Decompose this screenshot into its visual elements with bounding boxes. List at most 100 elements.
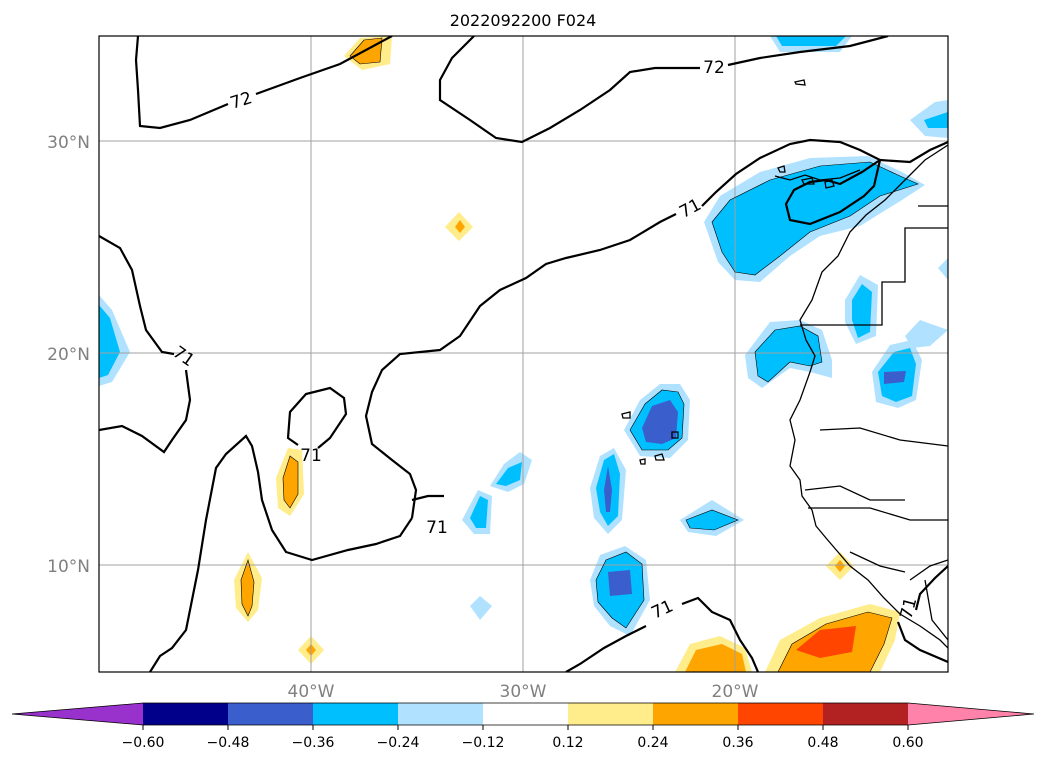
anomaly-outline bbox=[777, 611, 893, 672]
contour-line bbox=[879, 140, 948, 164]
lon-label: 20°W bbox=[712, 682, 759, 702]
contour-line bbox=[565, 625, 647, 672]
lat-label: 30°N bbox=[47, 133, 90, 153]
country-border bbox=[804, 485, 905, 501]
island bbox=[639, 458, 646, 465]
contour-line bbox=[438, 36, 700, 144]
negative-anomaly-area bbox=[496, 462, 522, 486]
coastlines bbox=[621, 79, 948, 649]
colorbar-tick-label: 0.48 bbox=[807, 735, 838, 751]
colorbar-segment bbox=[568, 703, 653, 725]
longitude-labels: 40°W 30°W 20°W bbox=[288, 682, 759, 702]
anomaly-outline bbox=[349, 37, 383, 65]
colorbar-segment bbox=[228, 703, 313, 725]
height-contours bbox=[99, 36, 948, 672]
contour-line bbox=[914, 565, 948, 611]
colorbar-tick-label: 0.36 bbox=[722, 735, 753, 751]
anomaly-outline bbox=[685, 509, 739, 531]
shading-outlines bbox=[240, 37, 919, 672]
strong-positive-area bbox=[796, 626, 856, 658]
contour-label: 71 bbox=[300, 446, 322, 466]
lon-label: 30°W bbox=[500, 682, 547, 702]
plot-title: 2022092200 F024 bbox=[450, 11, 597, 30]
contour-label: 72 bbox=[703, 58, 725, 78]
contour-line bbox=[255, 36, 393, 96]
colorbar-tick-label: −0.12 bbox=[462, 735, 505, 751]
contour-line bbox=[99, 369, 192, 454]
negative-anomaly-area bbox=[470, 496, 488, 528]
country-border bbox=[849, 551, 906, 573]
strong-negative-area bbox=[604, 466, 612, 512]
anomaly-outline bbox=[754, 325, 823, 383]
anomaly-outline bbox=[711, 161, 919, 276]
contour-line bbox=[134, 36, 229, 130]
island bbox=[671, 431, 679, 439]
negative-anomaly-area bbox=[99, 305, 120, 378]
positive-anomaly-area bbox=[835, 560, 845, 572]
negative-anomaly-area bbox=[712, 162, 918, 275]
lat-label: 10°N bbox=[47, 557, 90, 577]
positive-anomaly-area bbox=[241, 560, 254, 616]
island bbox=[801, 177, 815, 185]
lon-label: 40°W bbox=[288, 682, 335, 702]
colorbar-segment bbox=[143, 703, 228, 725]
colorbar-segment bbox=[738, 703, 823, 725]
strong-negative-area bbox=[884, 371, 906, 384]
negative-anomaly-area bbox=[776, 36, 846, 46]
positive-anomaly-area bbox=[455, 220, 465, 233]
negative-anomaly-area bbox=[470, 596, 492, 620]
strong-negative-area bbox=[608, 570, 632, 596]
contour-line bbox=[896, 621, 948, 664]
country-border bbox=[808, 507, 948, 521]
colorbar-tick-label: 0.60 bbox=[892, 735, 923, 751]
contour-line bbox=[364, 213, 677, 519]
negative-anomaly-area bbox=[924, 112, 948, 128]
colorbar-extend-low bbox=[12, 703, 143, 725]
negative-anomaly-area bbox=[755, 326, 822, 382]
anomaly-outline bbox=[282, 455, 299, 509]
anomaly-outline bbox=[240, 558, 255, 617]
positive-anomaly-area bbox=[685, 644, 746, 672]
island bbox=[777, 165, 786, 173]
colorbar-tick-label: −0.36 bbox=[292, 735, 335, 751]
contour-line bbox=[701, 138, 881, 207]
country-border bbox=[819, 427, 948, 447]
map-panel: 72 72 71 71 71 71 71 71 bbox=[98, 35, 949, 673]
strong-negative-area bbox=[642, 400, 678, 444]
contour-line bbox=[784, 159, 882, 226]
colorbar-tick-label: −0.60 bbox=[122, 735, 165, 751]
colorbar-segment bbox=[483, 703, 568, 725]
colorbar-segment bbox=[398, 703, 483, 725]
coastline bbox=[789, 144, 948, 649]
map-frame bbox=[98, 35, 949, 673]
island bbox=[621, 411, 631, 419]
negative-anomaly-area bbox=[938, 258, 948, 280]
colorbar-tick-label: 0.12 bbox=[552, 735, 583, 751]
colorbar-extend-high bbox=[908, 703, 1034, 725]
colorbar-segment bbox=[823, 703, 908, 725]
country-border bbox=[800, 227, 948, 326]
shading-layer bbox=[99, 36, 948, 672]
contour-line bbox=[149, 434, 413, 672]
negative-anomaly-area bbox=[905, 320, 948, 348]
colorbar-tick-label: −0.48 bbox=[207, 735, 250, 751]
country-border bbox=[909, 559, 948, 581]
colorbar-tick-label: −0.24 bbox=[377, 735, 420, 751]
colorbar: −0.60 −0.48 −0.36 −0.24 −0.12 0.12 0.24 0.36 0.4… bbox=[11, 702, 1035, 751]
anomaly-outline bbox=[595, 551, 645, 629]
contour-line bbox=[411, 494, 444, 502]
contour-line bbox=[286, 386, 348, 449]
colorbar-segment bbox=[313, 703, 398, 725]
island bbox=[794, 79, 806, 86]
positive-anomaly-area bbox=[283, 456, 298, 508]
latitude-labels: 30°N 20°N 10°N bbox=[47, 133, 90, 577]
contour-line bbox=[727, 36, 889, 67]
country-border bbox=[924, 579, 948, 641]
colorbar-tick-label: 0.24 bbox=[637, 735, 668, 751]
colorbar-segment bbox=[653, 703, 738, 725]
contour-label: 71 bbox=[426, 518, 448, 538]
island bbox=[654, 453, 665, 461]
anomaly-outline bbox=[629, 389, 685, 451]
lat-label: 20°N bbox=[47, 345, 90, 365]
